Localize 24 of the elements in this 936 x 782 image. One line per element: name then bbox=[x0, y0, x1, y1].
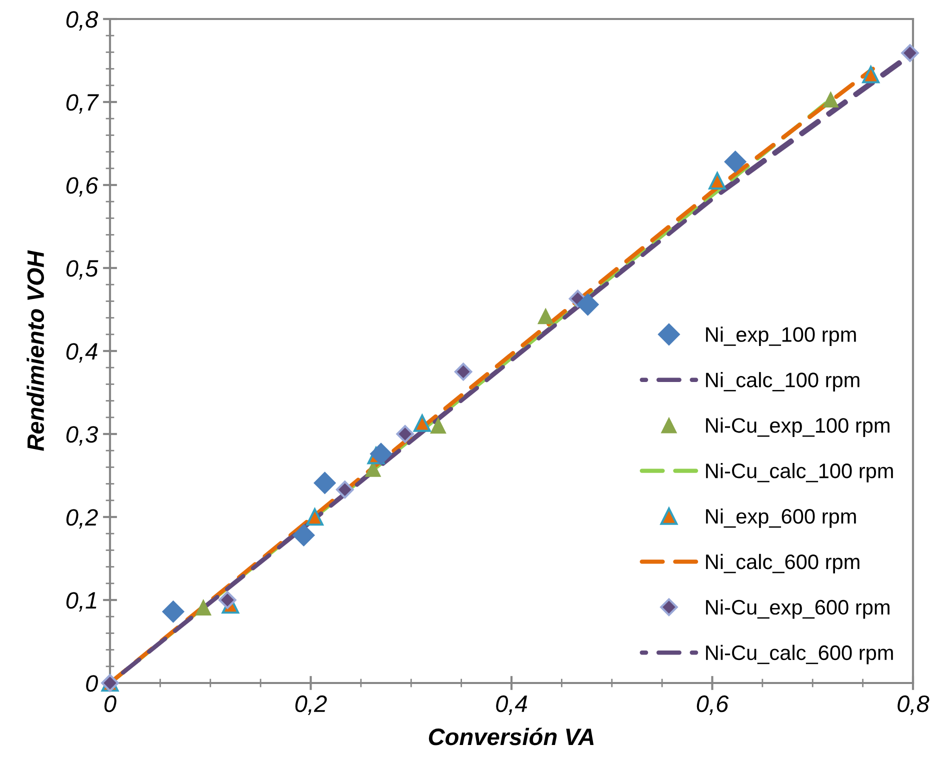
legend-label: Ni_exp_100 rpm bbox=[706, 326, 856, 346]
x-axis-title: Conversión VA bbox=[428, 728, 594, 746]
x-tick-label: 0,2 bbox=[295, 695, 327, 715]
legend-label: Ni_calc_600 rpm bbox=[706, 554, 860, 574]
x-tick-label: 0,8 bbox=[898, 695, 930, 715]
x-tick-label: 0,4 bbox=[496, 695, 528, 715]
legend-label: Ni-Cu_exp_600 rpm bbox=[706, 599, 890, 619]
y-axis-title: Rendimiento VOH bbox=[26, 250, 44, 451]
y-tick-label: 0,2 bbox=[66, 509, 98, 529]
legend-label: Ni_calc_100 rpm bbox=[706, 372, 860, 392]
legend-label: Ni-Cu_calc_600 rpm bbox=[706, 644, 893, 664]
legend-label: Ni_exp_600 rpm bbox=[706, 508, 856, 528]
y-tick-label: 0,5 bbox=[66, 260, 98, 280]
y-tick-label: 0,6 bbox=[66, 177, 98, 197]
legend-label: Ni-Cu_calc_100 rpm bbox=[706, 462, 893, 482]
y-tick-label: 0,4 bbox=[66, 343, 98, 363]
y-tick-label: 0,7 bbox=[66, 94, 99, 114]
legend-label: Ni-Cu_exp_100 rpm bbox=[706, 418, 890, 437]
x-tick-label: 0 bbox=[104, 695, 116, 712]
y-tick-label: 0,8 bbox=[66, 11, 98, 31]
y-tick-label: 0,1 bbox=[66, 592, 96, 612]
y-tick-label: 0,3 bbox=[66, 426, 98, 446]
y-tick-label: 0 bbox=[86, 675, 98, 692]
x-tick-label: 0,6 bbox=[696, 695, 729, 715]
